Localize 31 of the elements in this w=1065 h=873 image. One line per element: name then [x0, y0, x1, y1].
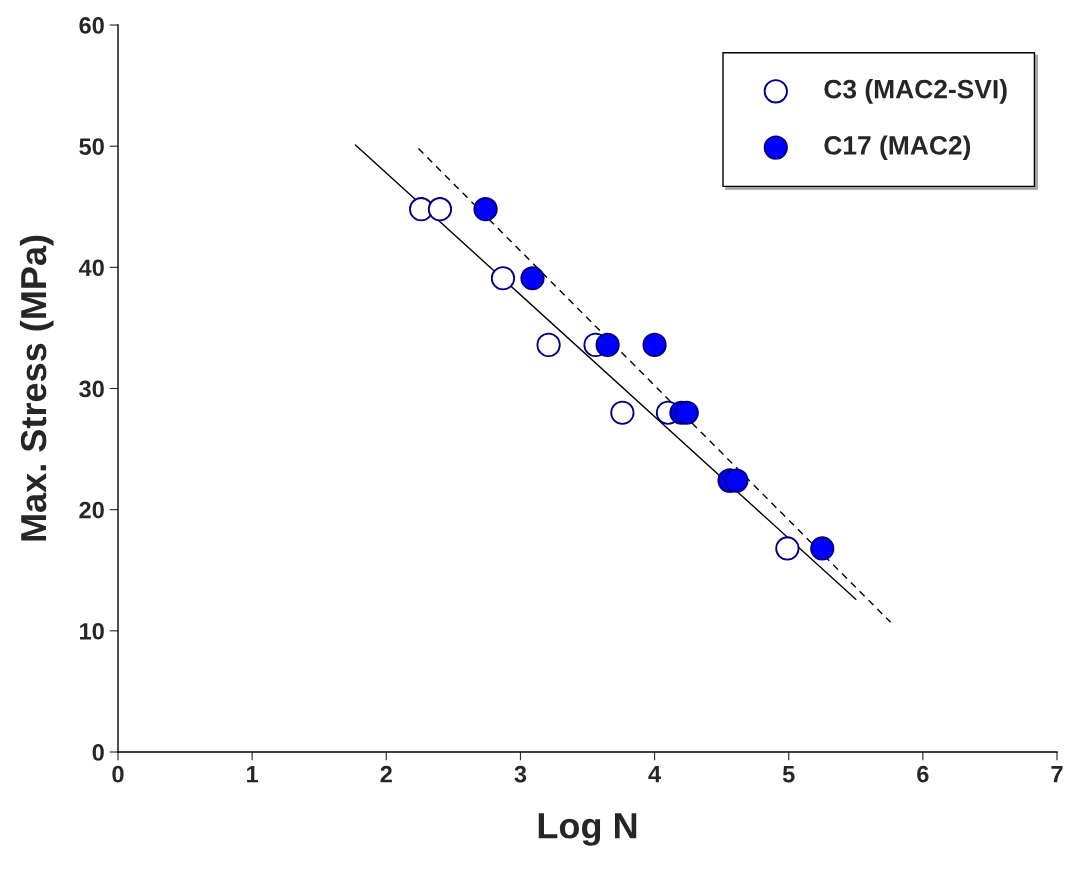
- point: [775, 536, 800, 561]
- y-axis-title: Max. Stress (MPa): [19, 235, 54, 541]
- y-tick-label: 40: [78, 259, 104, 277]
- legend-label: C17 (MAC2): [824, 135, 971, 160]
- point: [642, 332, 667, 357]
- point: [724, 468, 749, 493]
- point: [674, 400, 699, 425]
- y-tick-label: 50: [79, 138, 104, 155]
- legend-label: C3 (MAC2-SVI): [824, 79, 1007, 104]
- x-tick-label: 1: [247, 766, 259, 783]
- x-axis-title: Log N: [538, 813, 637, 846]
- x-tick-label: 3: [514, 765, 527, 783]
- point: [536, 332, 561, 357]
- y-tick-label: 20: [79, 501, 104, 519]
- point: [610, 400, 635, 425]
- x-tick-label: 0: [112, 765, 124, 783]
- y-tick-label: 60: [79, 17, 104, 34]
- y-tick-label: 0: [92, 744, 104, 761]
- point: [473, 197, 498, 222]
- x-tick-label: 2: [380, 765, 392, 783]
- y-tick-label: 10: [80, 622, 104, 640]
- point: [490, 266, 516, 291]
- point: [520, 266, 545, 291]
- point: [595, 332, 620, 357]
- x-tick-label: 5: [782, 766, 795, 783]
- point: [427, 197, 453, 222]
- x-tick-label: 4: [648, 766, 662, 783]
- x-tick-label: 7: [1051, 766, 1063, 783]
- point: [810, 536, 835, 561]
- x-tick-label: 6: [917, 765, 929, 783]
- y-tick-label: 30: [79, 380, 104, 398]
